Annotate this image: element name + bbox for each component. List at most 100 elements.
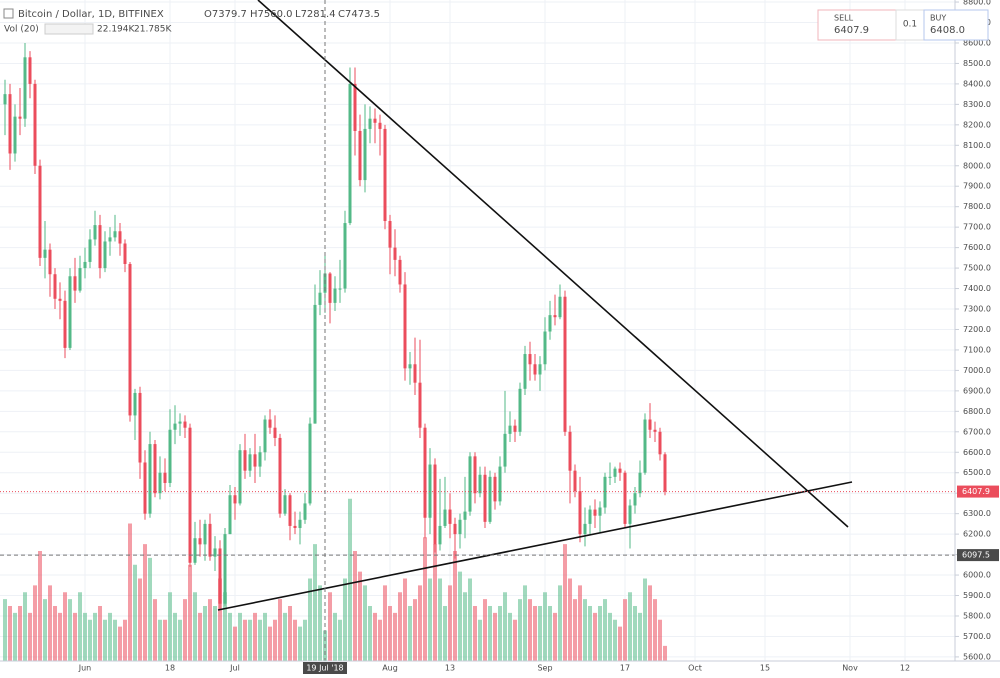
candle-body <box>263 419 267 453</box>
y-tick-label: 8500.0 <box>963 59 991 68</box>
candle-body <box>78 268 82 291</box>
volume-bar <box>408 606 412 661</box>
candle-body <box>223 534 227 604</box>
candle-body <box>18 116 22 119</box>
candle-body <box>588 509 592 524</box>
candle-body <box>133 392 137 416</box>
candle-body <box>228 495 232 535</box>
candle-body <box>483 474 487 522</box>
volume-bar <box>303 619 307 661</box>
y-tick-label: 6300.0 <box>963 509 991 518</box>
candle-body <box>503 433 507 467</box>
volume-bar <box>173 612 177 661</box>
last-price-tag <box>957 485 999 498</box>
candle-body <box>58 298 62 301</box>
volume-bar <box>68 599 72 661</box>
volume-bar <box>573 599 577 661</box>
volume-bar <box>358 571 362 661</box>
candle-body <box>378 122 382 129</box>
candle-body <box>578 491 582 535</box>
candle-body <box>508 425 512 434</box>
candle-body <box>138 392 142 463</box>
crosshair-date-tag <box>303 662 347 674</box>
candle-body <box>523 354 527 389</box>
volume-bar <box>548 606 552 661</box>
candle-body <box>493 476 497 502</box>
volume-bar <box>513 619 517 661</box>
x-tick-label: 17 <box>620 664 630 673</box>
volume-bar <box>603 599 607 661</box>
volume-bar <box>208 599 212 661</box>
y-tick-label: 6900.0 <box>963 386 991 395</box>
x-tick-label: Jul <box>229 664 240 673</box>
crosshair-price-label: 6097.5 <box>962 551 990 560</box>
candle-body <box>243 450 247 471</box>
candle-body <box>388 221 392 248</box>
trend-line-lower <box>217 481 853 611</box>
volume-bar <box>78 592 82 661</box>
volume-bar <box>118 626 122 661</box>
candle-body <box>653 429 657 432</box>
y-tick-label: 8000.0 <box>963 161 991 170</box>
x-tick-label: Sep <box>537 664 552 673</box>
y-tick-label: 7600.0 <box>963 243 991 252</box>
symbol-title: Bitcoin / Dollar, 1D, BITFINEX <box>18 9 164 20</box>
candle-body <box>498 466 502 502</box>
legend: Bitcoin / Dollar, 1D, BITFINEX O7379.7 H… <box>3 8 380 35</box>
volume-bar <box>218 578 222 661</box>
candle-body <box>303 503 307 520</box>
candle-body <box>568 431 572 471</box>
volume-bar <box>498 606 502 661</box>
y-tick-label: 6600.0 <box>963 448 991 457</box>
volume-bar <box>313 544 317 661</box>
volume-bar <box>503 592 507 661</box>
volume-bar <box>223 592 227 661</box>
candle-body <box>433 464 437 545</box>
volume-bar <box>378 619 382 661</box>
y-tick-label: 6500.0 <box>963 468 991 477</box>
x-tick-label: Jun <box>78 664 92 673</box>
candle-body <box>313 304 317 424</box>
volume-bar <box>183 599 187 661</box>
volume-bar <box>23 592 27 661</box>
volume-bar <box>343 578 347 661</box>
volume-bar <box>553 612 557 661</box>
volume-bar <box>558 585 562 661</box>
legend-icon[interactable] <box>3 8 14 19</box>
volume-bar <box>653 599 657 661</box>
price-axis-bg <box>955 0 1000 674</box>
vol-title: Vol (20) <box>4 25 39 35</box>
buy-button[interactable] <box>923 9 989 41</box>
volume-bar <box>318 585 322 661</box>
candle-body <box>608 476 612 478</box>
volume-bar <box>403 578 407 661</box>
sell-button[interactable] <box>817 9 897 41</box>
y-tick-label: 7800.0 <box>963 202 991 211</box>
y-tick-label: 8400.0 <box>963 79 991 88</box>
y-tick-label: 7400.0 <box>963 284 991 293</box>
volume-bar <box>283 612 287 661</box>
candle-body <box>513 425 517 432</box>
volume-bar <box>108 612 112 661</box>
volume-bar <box>138 578 142 661</box>
candle-body <box>478 474 482 494</box>
candle-body <box>383 128 387 222</box>
volume-bar <box>518 599 522 661</box>
volume-bar <box>3 599 7 661</box>
candle-body <box>343 223 347 289</box>
y-tick-label: 8200.0 <box>963 120 991 129</box>
volume-bar <box>353 551 357 661</box>
volume-bar <box>628 592 632 661</box>
candle-body <box>583 523 587 535</box>
candle-body <box>393 247 397 260</box>
volume-bar <box>168 592 172 661</box>
candle-body <box>463 511 467 520</box>
x-tick-label: Nov <box>842 664 858 673</box>
candle-body <box>458 519 462 535</box>
vol-buttons[interactable] <box>44 23 94 35</box>
candle-body <box>648 419 652 430</box>
candle-body <box>248 454 252 471</box>
y-tick-label: 7000.0 <box>963 366 991 375</box>
volume-bar <box>8 606 12 661</box>
